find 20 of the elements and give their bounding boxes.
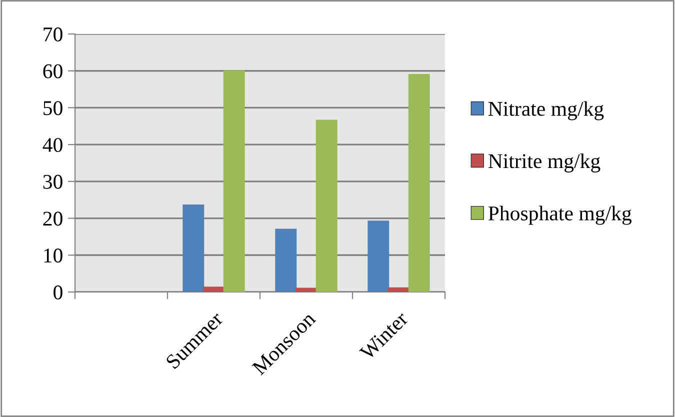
bar — [388, 287, 410, 292]
bar — [223, 70, 245, 292]
bar — [182, 204, 204, 292]
y-tick-label: 50 — [44, 101, 62, 116]
y-tick-label: 60 — [43, 64, 62, 78]
y-tick-label: 10 — [44, 248, 62, 263]
y-tick-label: 20 — [43, 212, 62, 226]
bar — [408, 74, 430, 292]
bar — [368, 220, 390, 292]
legend-label: Nitrite mg/kg — [488, 154, 600, 172]
y-tick-label: 40 — [42, 138, 62, 152]
y-tick-label: 0 — [54, 285, 62, 300]
legend-label: Nitrate mg/kg — [488, 101, 604, 120]
bar — [316, 120, 338, 292]
bar — [275, 228, 297, 292]
bar — [296, 288, 317, 292]
y-tick-label: 30 — [43, 174, 62, 189]
bar — [203, 286, 224, 292]
legend-label: Phosphate mg/kg — [488, 206, 632, 225]
y-tick-label: 70 — [44, 27, 62, 42]
